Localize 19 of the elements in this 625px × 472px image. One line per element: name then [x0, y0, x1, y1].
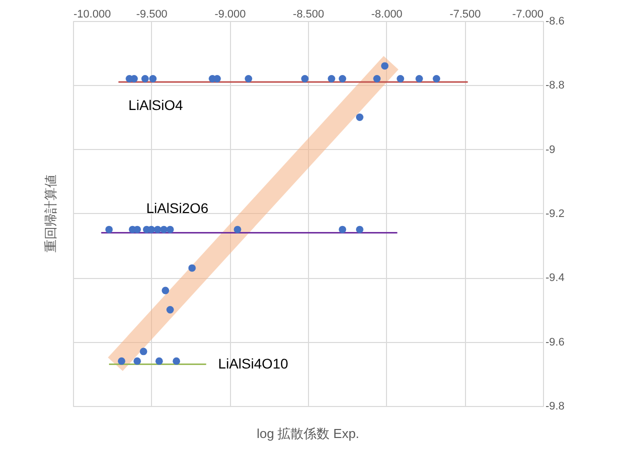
y-tick-label: -9.6 — [546, 336, 564, 348]
x-tick-label: -7.000 — [512, 8, 544, 20]
x-tick-label: -8.500 — [292, 8, 324, 20]
y-tick-label: -8.8 — [546, 80, 564, 92]
x-tick-label: -8.000 — [371, 8, 402, 20]
x-tick-label: -9.000 — [214, 8, 246, 20]
x-tick-label: -9.500 — [136, 8, 168, 20]
y-tick-label: -9.2 — [546, 208, 564, 220]
series-label: LiAlSi2O6 — [146, 200, 209, 216]
series-label: LiAlSi4O10 — [218, 355, 288, 372]
y-axis-title: 重回帰計算値 — [43, 174, 58, 252]
y-tick-label: -9 — [546, 144, 556, 156]
y-tick-label: -9.4 — [546, 272, 564, 284]
x-tick-label: -7.500 — [450, 8, 481, 20]
y-tick-label: -8.6 — [546, 16, 564, 28]
y-tick-label: -9.8 — [546, 400, 564, 412]
x-axis-title: log 拡散係数 Exp. — [256, 426, 360, 441]
x-tick-label: -10.000 — [74, 8, 111, 20]
series-label: LiAlSiO4 — [128, 96, 184, 113]
